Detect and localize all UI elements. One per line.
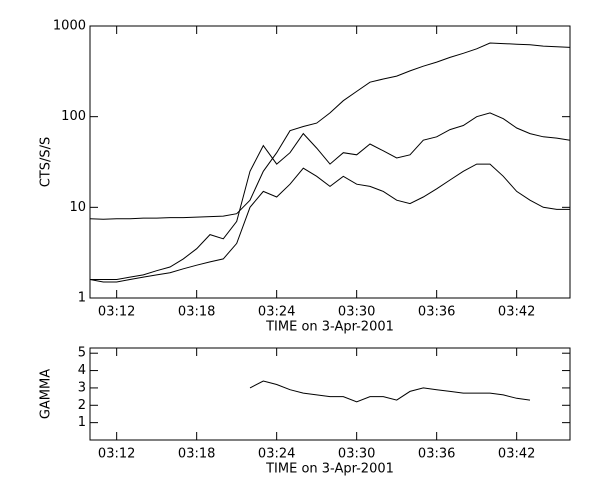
y-tick-label: 1 <box>78 291 86 306</box>
data-line <box>89 42 571 220</box>
x-tick-label: 03:12 <box>98 447 135 462</box>
plot-frame <box>89 25 571 299</box>
y-tick-label: 10 <box>69 200 86 215</box>
y-tick-label: 4 <box>78 363 86 378</box>
x-tick-label: 03:12 <box>98 305 135 320</box>
x-tick-label: 03:24 <box>258 447 295 462</box>
x-tick-label: 03:36 <box>418 305 455 320</box>
x-tick-label: 03:42 <box>498 305 535 320</box>
y-tick-label: 2 <box>78 398 86 413</box>
y-tick-label: 3 <box>78 380 86 395</box>
y-axis-label: GAMMA <box>39 369 54 419</box>
x-tick-label: 03:18 <box>178 305 215 320</box>
data-line <box>89 163 570 283</box>
x-tick-label: 03:18 <box>178 447 215 462</box>
x-tick-label: 03:42 <box>498 447 535 462</box>
x-axis-label: TIME on 3-Apr-2001 <box>265 462 394 477</box>
x-tick-label: 03:36 <box>418 447 455 462</box>
plot-frame <box>89 347 571 441</box>
y-tick-label: 1 <box>78 415 86 430</box>
y-axis-label: CTS/S/S <box>39 137 54 188</box>
y-tick-label: 5 <box>78 346 86 361</box>
y-tick-label: 100 <box>61 109 86 124</box>
data-line <box>90 112 571 280</box>
y-tick-label: 1000 <box>53 19 86 34</box>
data-line <box>249 380 531 403</box>
x-tick-label: 03:30 <box>338 305 375 320</box>
x-tick-label: 03:30 <box>338 447 375 462</box>
x-tick-label: 03:24 <box>258 305 295 320</box>
x-axis-label: TIME on 3-Apr-2001 <box>265 320 394 335</box>
